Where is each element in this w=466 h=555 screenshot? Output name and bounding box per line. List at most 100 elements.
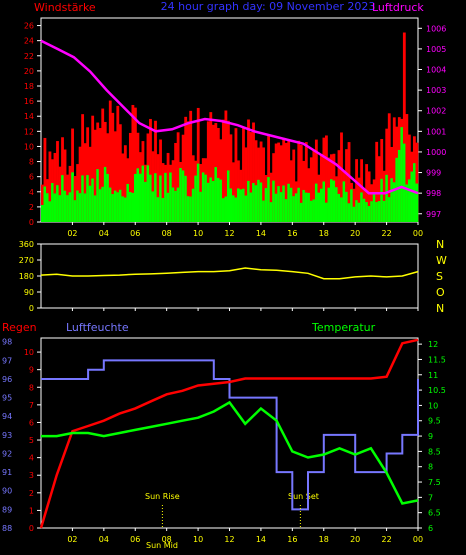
wind-mean-bar [330, 179, 333, 222]
rain-tick-label: 5 [29, 436, 34, 445]
pressure-tick-label: 1006 [426, 24, 446, 33]
wind-mean-bar [312, 199, 316, 222]
wind-gust-bar [101, 108, 105, 222]
wind-mean-bar [242, 188, 245, 222]
wind-mean-bar [390, 178, 394, 222]
wind-mean-bar [337, 193, 341, 222]
pressure-tick-label: 1000 [426, 148, 446, 157]
p1-x-tick-label: 22 [381, 229, 391, 238]
humidity-tick-label: 88 [2, 524, 12, 533]
wind-gust-bar [189, 110, 193, 222]
wind-gust-bar [259, 141, 263, 222]
p1-x-tick-label: 06 [130, 229, 140, 238]
wind-mean-bar [111, 194, 115, 222]
temperature-line [41, 400, 419, 505]
wind-mean-bar [66, 195, 69, 222]
p3-x-tick-label: 12 [224, 535, 234, 544]
wind-mean-bar [264, 188, 268, 222]
humidity-line [41, 359, 419, 511]
temp-tick-label: 8 [428, 463, 433, 472]
wind-mean-bar [407, 179, 411, 222]
compass-label: S [436, 270, 443, 283]
wind-gust-bar [392, 117, 396, 222]
wind-mean-bar [53, 193, 57, 222]
wind-mean-bar [216, 177, 220, 222]
wind-gust-bar [365, 164, 369, 222]
wind-mean-bar [277, 186, 281, 222]
wind-mean-bar [252, 182, 255, 222]
wind-mean-bar [282, 185, 286, 222]
wind-mean-bar [342, 181, 346, 222]
wind-mean-bar [68, 192, 72, 222]
wind-mean-bar [171, 187, 175, 222]
wind-gust-bar [78, 146, 82, 222]
wind-mean-bar [332, 180, 336, 222]
wind-mean-bar [118, 189, 122, 222]
rain-tick-label: 2 [29, 489, 34, 498]
wind-gust-bar [186, 121, 190, 222]
pressure-tick-label: 1004 [426, 66, 446, 75]
wind-gust-bar [402, 32, 406, 223]
wind-mean-bar [307, 192, 311, 222]
wind-gust-bar [86, 127, 90, 222]
wind-gust-bar [41, 184, 44, 222]
rain-tick-label: 8 [29, 383, 34, 392]
rain-tick-label: 3 [29, 471, 34, 480]
sun-set-label: Sun Set [288, 492, 319, 501]
wind-mean-bar [232, 195, 235, 222]
wind-gust-bar [287, 139, 291, 222]
wind-gust-bar [58, 166, 62, 222]
wind-mean-bar [126, 183, 130, 222]
wind-mean-bar [410, 171, 414, 222]
wind-mean-bar [226, 170, 230, 222]
wind-mean-bar [63, 190, 67, 222]
temp-tick-label: 10.5 [428, 386, 446, 395]
wind-mean-bar [352, 206, 356, 222]
wind-mean-bar [86, 175, 90, 222]
temp-tick-label: 8.5 [428, 447, 441, 456]
p3-x-tick-label: 00 [413, 535, 423, 544]
wind-mean-bar [121, 196, 125, 222]
p1-x-tick-label: 16 [287, 229, 297, 238]
wind-tick-label: 2 [29, 203, 34, 212]
wind-mean-bar [322, 181, 326, 222]
temp-tick-label: 9.5 [428, 417, 441, 426]
wind-gust-bar [211, 124, 215, 222]
wind-mean-bar [219, 179, 223, 222]
wind-gust-bar [345, 149, 348, 222]
wind-gust-bar [279, 145, 283, 222]
wind-mean-bar [297, 187, 301, 222]
humidity-tick-label: 90 [2, 487, 12, 496]
wind-tick-label: 14 [24, 112, 34, 121]
wind-mean-bar [392, 182, 396, 222]
wind-gust-bar [56, 141, 59, 222]
wind-gust-bar [352, 188, 356, 222]
wind-mean-bar [196, 163, 200, 222]
wind-mean-bar [249, 192, 253, 222]
pressure-tick-label: 1003 [426, 86, 446, 95]
p1-x-tick-label: 14 [256, 229, 266, 238]
wind-mean-bar [169, 172, 172, 222]
wind-gust-bar [113, 131, 117, 222]
wind-mean-bar [289, 187, 293, 222]
wind-mean-bar [128, 191, 132, 222]
wind-mean-bar [244, 195, 248, 222]
rain-tick-label: 10 [24, 348, 34, 357]
wind-gust-bar [131, 104, 135, 222]
pressure-tick-label: 1002 [426, 107, 446, 116]
wind-mean-bar [91, 178, 95, 222]
wind-gust-bar [73, 176, 77, 222]
wind-gust-bar [377, 156, 381, 222]
wind-gust-bar [229, 134, 233, 222]
wind-gust-bar [221, 119, 225, 222]
wind-gust-bar [63, 149, 67, 222]
wind-mean-bar [299, 202, 303, 222]
temp-tick-label: 6.5 [428, 509, 441, 518]
wind-mean-bar [93, 195, 97, 222]
wind-gust-bar [284, 142, 288, 222]
rain-tick-label: 9 [29, 366, 34, 375]
wind-gust-bar [405, 114, 409, 222]
wind-mean-bar [141, 165, 145, 222]
wind-mean-bar [166, 192, 170, 222]
wind-gust-bar [133, 107, 137, 222]
